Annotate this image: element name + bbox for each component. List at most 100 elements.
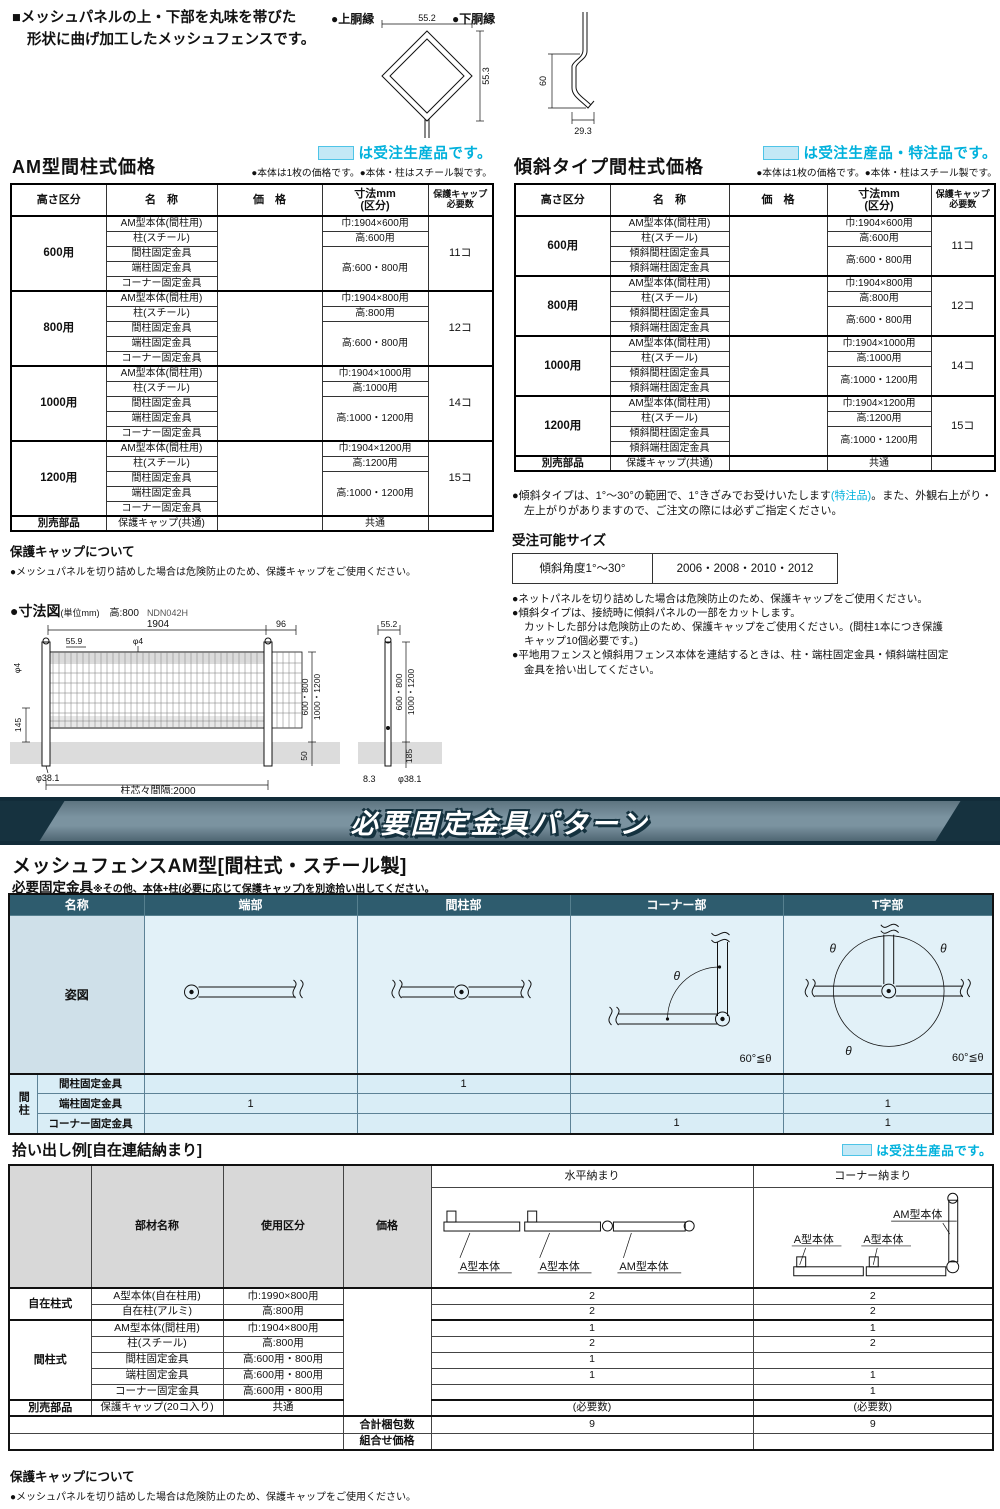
slope-price-table: 高さ区分 名 称 価 格 寸法mm (区分) 保護キャップ 必要数 600用 AM型… <box>514 183 996 472</box>
table-row: 800用 AM型本体(間柱用) 巾:1904×800用 12コ <box>514 275 996 337</box>
name-cell: 端柱固定金具 <box>105 485 218 502</box>
table-row: 間柱式 AM型本体(間柱用) 巾:1904×800用 1 1 <box>8 1319 994 1401</box>
qty-cell: 2 <box>752 1303 994 1321</box>
a-body-label: A型本体 <box>863 1231 903 1245</box>
combo-price-row: 組合せ価格 <box>8 1432 994 1451</box>
caps-cell: 11コ <box>427 215 494 292</box>
col-price: 価 格 <box>728 183 828 217</box>
col-caps: 保護キャップ 必要数 <box>930 183 996 217</box>
price-cell <box>728 275 828 337</box>
figure-row: 姿図 <box>8 914 994 1074</box>
made-to-order-text: は受注生産品・特注品です。 <box>803 146 997 162</box>
horizontal-layout-diagram: A型本体 A型本体 AM型本体 <box>442 1210 695 1273</box>
height-class-cell: 1000用 <box>10 365 107 442</box>
mid-post-diagram <box>390 979 532 999</box>
order-size-table: 傾斜角度1°〜30° 2006・2008・2010・2012 <box>512 552 838 584</box>
name-cell: 柱(スチール) <box>105 455 218 472</box>
dim-cell: 高:600・800用 <box>321 245 429 292</box>
table-row: 間柱 間柱固定金具 1 <box>8 1072 994 1134</box>
a-body-label: A型本体 <box>539 1258 579 1272</box>
front-height-dim-b: 1000・1200 <box>312 674 322 721</box>
qty-cell: (必要数) <box>430 1399 754 1417</box>
pickup-example-table: 部材名称 使用区分 価格 水平納まり コーナー納まり A型本 <box>8 1164 994 1452</box>
name-cell: AM型本体(間柱用) <box>105 290 218 307</box>
usage-cell: 高:600用・800用 <box>222 1383 344 1401</box>
theta-label: θ <box>940 941 947 955</box>
col-price: 価格 <box>342 1164 432 1289</box>
name-cell: 間柱固定金具 <box>105 470 218 487</box>
dim-cell: 高:600・800用 <box>826 305 932 337</box>
caps-cell: 11コ <box>930 215 996 277</box>
angle-note: 60°≦θ <box>952 1052 984 1064</box>
caps-cell: 12コ <box>930 275 996 337</box>
qty-cell: 2 <box>430 1303 754 1321</box>
group-label-cell: 別売部品 <box>8 1399 92 1417</box>
dim-cell: 共通 <box>826 455 932 472</box>
a-body-label: A型本体 <box>459 1258 499 1272</box>
qty-cell: 1 <box>430 1319 754 1337</box>
dim-cell: 高:800用 <box>826 290 932 307</box>
dim-figure-title: ●寸法図(単位mm) 高:800 NDN042H <box>10 603 188 619</box>
qty-cell: 1 <box>569 1113 784 1134</box>
am-legend-row: は受注生産品です。 <box>230 142 492 163</box>
pickup-title: 拾い出し例[自在連結納まり] <box>12 1142 202 1159</box>
qty-cell <box>569 1072 784 1094</box>
name-cell: 柱(スチール) <box>105 305 218 322</box>
table-row: 間柱固定金具 高:600用・800用 1 <box>9 1351 994 1369</box>
dim-cell: 共通 <box>321 515 429 532</box>
table-row: 1000用 AM型本体(間柱用) 巾:1904×1000用 14コ <box>10 365 494 442</box>
name-cell: 柱(スチール) <box>609 410 730 427</box>
fitting-label-cell: 端柱固定金具 <box>36 1093 145 1114</box>
top-rail-width-dim: 55.2 <box>418 14 436 23</box>
dim-cell: 巾:1904×600用 <box>321 215 429 232</box>
slope-note-4: ●平地用フェンスと傾斜用フェンス本体を連結するときは、柱・端柱固定金具・傾斜端柱… <box>512 649 949 676</box>
am-body-label: AM型本体 <box>619 1258 668 1272</box>
col-tee: T字部 <box>782 893 994 916</box>
qty-cell: 1 <box>752 1383 994 1401</box>
bottom-rail-height-dim: 60 <box>538 76 548 86</box>
intro-description: ■メッシュパネルの上・下部を丸味を帯びた 形状に曲げ加工したメッシュフェンスです… <box>12 8 342 52</box>
table-row: コーナー固定金具 高:600用・800用 1 <box>9 1383 994 1401</box>
table-header-row: 名称 端部 間柱部 コーナー部 T字部 <box>8 893 994 916</box>
theta-label: θ <box>829 941 836 955</box>
caps-cell: 14コ <box>930 335 996 397</box>
mesh-pitch-dim: 55.9 <box>66 636 83 646</box>
usage-cell: 共通 <box>222 1399 344 1417</box>
table-row: 間柱固定金具 高:600・800用 <box>11 245 493 292</box>
col-mid-post: 間柱部 <box>356 893 571 916</box>
cap-note-title: 保護キャップについて <box>10 1470 135 1484</box>
price-cell <box>216 515 323 532</box>
front-post-diameter: φ38.1 <box>36 773 59 783</box>
name-cell: 端柱固定金具 <box>105 410 218 427</box>
combo-price-cell <box>752 1432 994 1451</box>
qty-cell: 1 <box>430 1351 754 1369</box>
price-cell <box>728 335 828 397</box>
table-row: 間柱固定金具 高:1000・1200用 <box>11 395 493 442</box>
dim-cell: 巾:1904×1200用 <box>826 395 932 412</box>
fitting-label-cell: 間柱固定金具 <box>36 1072 145 1094</box>
dim-cell: 高:800用 <box>321 305 429 322</box>
caps-cell: 15コ <box>427 440 494 517</box>
mid-post-figure-cell <box>356 914 571 1074</box>
price-cell <box>728 455 828 472</box>
name-cell: 傾斜端柱固定金具 <box>609 260 730 277</box>
col-height-class: 高さ区分 <box>10 183 107 217</box>
dim-cell: 高:1200用 <box>321 455 429 472</box>
name-cell: 傾斜端柱固定金具 <box>609 440 730 457</box>
part-cell: 自在柱(アルミ) <box>90 1303 224 1321</box>
price-cell <box>216 365 323 442</box>
name-cell: コーナー固定金具 <box>105 500 218 517</box>
table-row: 800用 AM型本体(間柱用) 巾:1904×800用 12コ <box>10 290 494 367</box>
height-class-cell: 800用 <box>10 290 107 367</box>
table-row: 間柱固定金具 高:1000・1200用 <box>11 470 493 517</box>
dim-cell: 巾:1904×600用 <box>826 215 932 232</box>
name-cell: コーナー固定金具 <box>105 425 218 442</box>
slope-table-title: 傾斜タイプ間柱式価格 <box>514 157 704 177</box>
am-price-table: 高さ区分 名 称 価 格 寸法mm (区分) 保護キャップ 必要数 600用 AM型… <box>10 183 494 532</box>
col-usage: 使用区分 <box>222 1164 344 1289</box>
qty-cell <box>356 1113 571 1134</box>
qty-cell: 1 <box>143 1093 358 1114</box>
caps-cell: 14コ <box>427 365 494 442</box>
figure-label-cell: 姿図 <box>8 914 145 1074</box>
blank-cell <box>8 1432 344 1451</box>
